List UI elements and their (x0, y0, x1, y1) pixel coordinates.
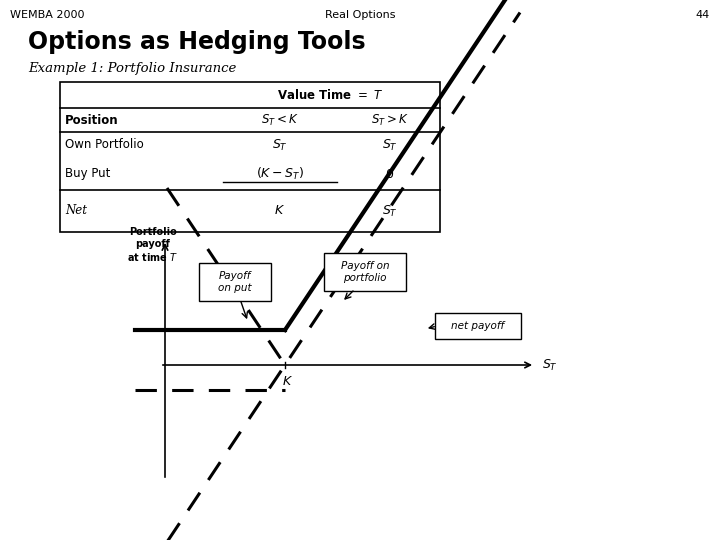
Text: Payoff on
portfolio: Payoff on portfolio (341, 261, 390, 283)
Text: 44: 44 (696, 10, 710, 20)
Text: Value Time $=$ $\mathbf{\mathit{T}}$: Value Time $=$ $\mathbf{\mathit{T}}$ (277, 88, 383, 102)
Text: $S_T$: $S_T$ (382, 204, 398, 219)
Text: $S_T$: $S_T$ (272, 138, 288, 152)
Bar (60, 82, 440, 232)
Text: Net: Net (65, 205, 87, 218)
Text: $K$: $K$ (282, 375, 294, 388)
Text: net payoff: net payoff (451, 321, 505, 331)
Text: $K$: $K$ (274, 205, 286, 218)
Text: Example 1: Portfolio Insurance: Example 1: Portfolio Insurance (28, 62, 236, 75)
Text: Payoff
on put: Payoff on put (218, 271, 252, 293)
Text: Portfolio
payoff
at time $T$: Portfolio payoff at time $T$ (127, 227, 179, 262)
FancyBboxPatch shape (199, 263, 271, 301)
Text: $S_T$: $S_T$ (542, 357, 558, 373)
Text: $0$: $0$ (385, 167, 395, 180)
Text: $(K - S_T)$: $(K - S_T)$ (256, 166, 304, 182)
FancyBboxPatch shape (324, 253, 406, 291)
Text: Buy Put: Buy Put (65, 167, 110, 180)
Text: Real Options: Real Options (325, 10, 395, 20)
Text: $S_T < K$: $S_T < K$ (261, 112, 299, 127)
Text: Options as Hedging Tools: Options as Hedging Tools (28, 30, 366, 54)
Text: $S_T$: $S_T$ (382, 138, 398, 152)
Text: Own Portfolio: Own Portfolio (65, 138, 144, 152)
Text: Position: Position (65, 113, 119, 126)
Text: WEMBA 2000: WEMBA 2000 (10, 10, 84, 20)
Text: $S_T > K$: $S_T > K$ (371, 112, 409, 127)
FancyBboxPatch shape (435, 313, 521, 339)
